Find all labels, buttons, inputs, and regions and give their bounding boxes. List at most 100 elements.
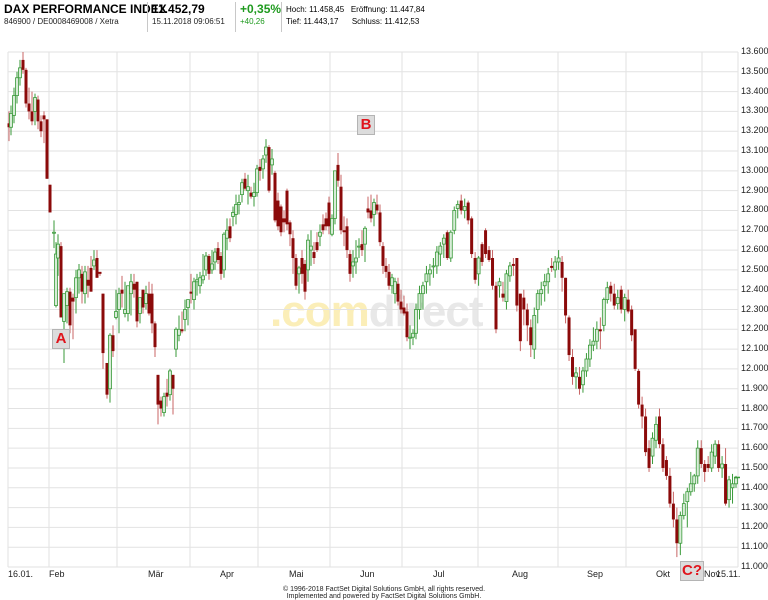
y-tick-label: 12.300 — [741, 303, 768, 314]
candle-up — [417, 285, 422, 320]
candle-down — [402, 295, 406, 316]
candle-down — [445, 230, 449, 260]
divider — [281, 2, 282, 32]
candle-down — [387, 263, 391, 290]
candle-up — [74, 269, 78, 314]
y-tick-label: 11.200 — [741, 521, 768, 532]
annotation-marker-a: A — [52, 329, 70, 349]
x-tick-label: Sep — [587, 569, 604, 579]
candle-down — [39, 115, 43, 138]
candle-up — [92, 250, 96, 270]
candle-down — [89, 256, 93, 292]
candle-up — [424, 265, 429, 294]
candle-down — [147, 281, 151, 316]
candle-down — [180, 311, 184, 334]
candle-up — [177, 315, 181, 342]
candle-up — [695, 440, 700, 484]
y-tick-label: 13.500 — [741, 65, 768, 76]
quote-header: DAX PERFORMANCE INDEX 846900 / DE0008469… — [0, 0, 768, 34]
candle-up — [222, 232, 226, 278]
candle-down — [80, 265, 84, 304]
candle-down — [36, 95, 40, 130]
candle-down — [567, 315, 571, 361]
annotation-marker-cq: C? — [680, 561, 704, 581]
candle-down — [473, 252, 477, 284]
candle-up — [685, 487, 690, 528]
candle-down — [171, 374, 175, 415]
candle-down — [159, 396, 163, 417]
candle-down — [141, 289, 145, 314]
candle-down — [360, 230, 364, 257]
candle-down — [315, 232, 319, 253]
y-tick-label: 12.400 — [741, 283, 768, 294]
open-value: 11.447,84 — [389, 5, 425, 14]
candle-down — [327, 196, 331, 235]
candle-down — [577, 366, 581, 395]
y-tick-label: 11.500 — [741, 461, 768, 472]
candle-up — [615, 289, 620, 310]
candle-down — [564, 277, 568, 324]
candle-down — [303, 259, 307, 300]
candle-down — [637, 368, 641, 409]
candle-down — [285, 188, 289, 231]
candle-up — [117, 287, 121, 334]
x-tick-label: Apr — [220, 569, 235, 579]
candle-up — [692, 473, 697, 492]
y-tick-label: 12.800 — [741, 204, 768, 215]
candle-down — [291, 230, 295, 274]
candle-up — [508, 261, 512, 282]
candle-down — [484, 228, 488, 258]
candle-down — [612, 283, 616, 310]
candle-down — [207, 254, 211, 280]
candle-up — [210, 250, 214, 274]
candle-down — [321, 214, 325, 235]
open-label: Eröffnung: — [350, 5, 388, 14]
y-tick-label: 13.200 — [741, 125, 768, 136]
candle-down — [405, 303, 409, 342]
candle-down — [369, 194, 373, 223]
candle-down — [267, 145, 271, 193]
candle-down — [550, 258, 554, 272]
candle-down — [630, 305, 634, 342]
candle-down — [300, 250, 304, 284]
candle-down — [706, 456, 710, 472]
candle-down — [294, 254, 298, 290]
candle-up — [333, 170, 337, 225]
candle-up — [12, 87, 16, 124]
change-absolute: +40,26 — [240, 17, 265, 26]
candle-up — [584, 353, 589, 377]
x-tick-label: Aug — [512, 569, 529, 579]
candle-down — [339, 174, 343, 235]
candle-down — [288, 220, 292, 247]
candle-up — [601, 297, 606, 332]
candle-up — [213, 248, 217, 270]
candle-up — [393, 277, 397, 304]
candle-down — [717, 440, 721, 472]
candle-up — [441, 234, 446, 258]
candle-down — [633, 329, 637, 371]
candle-down — [703, 460, 707, 482]
candle-down — [366, 196, 370, 219]
candle-down — [345, 218, 349, 258]
stats-row-2: Tief: 11.443,17 Schluss: 11.412,53 — [286, 16, 425, 28]
low-label: Tief: — [286, 17, 302, 26]
candle-up — [448, 230, 453, 262]
annotation-marker-b: B — [357, 115, 375, 135]
y-tick-label: 11.300 — [741, 501, 768, 512]
y-tick-label: 12.900 — [741, 184, 768, 195]
candle-down — [48, 184, 52, 213]
candle-up — [452, 206, 457, 235]
candle-down — [30, 91, 34, 126]
candle-up — [264, 139, 268, 163]
candle-up — [408, 325, 412, 350]
y-tick-label: 12.500 — [741, 263, 768, 274]
candle-down — [324, 212, 328, 231]
candle-up — [414, 303, 418, 340]
candle-up — [186, 299, 190, 326]
candle-up — [204, 252, 208, 276]
candle-up — [270, 149, 274, 175]
candle-down — [494, 281, 498, 334]
candle-up — [372, 198, 376, 227]
instrument-identifier: 846900 / DE0008469008 / Xetra — [4, 17, 119, 26]
close-value: 11.412,53 — [384, 17, 420, 26]
